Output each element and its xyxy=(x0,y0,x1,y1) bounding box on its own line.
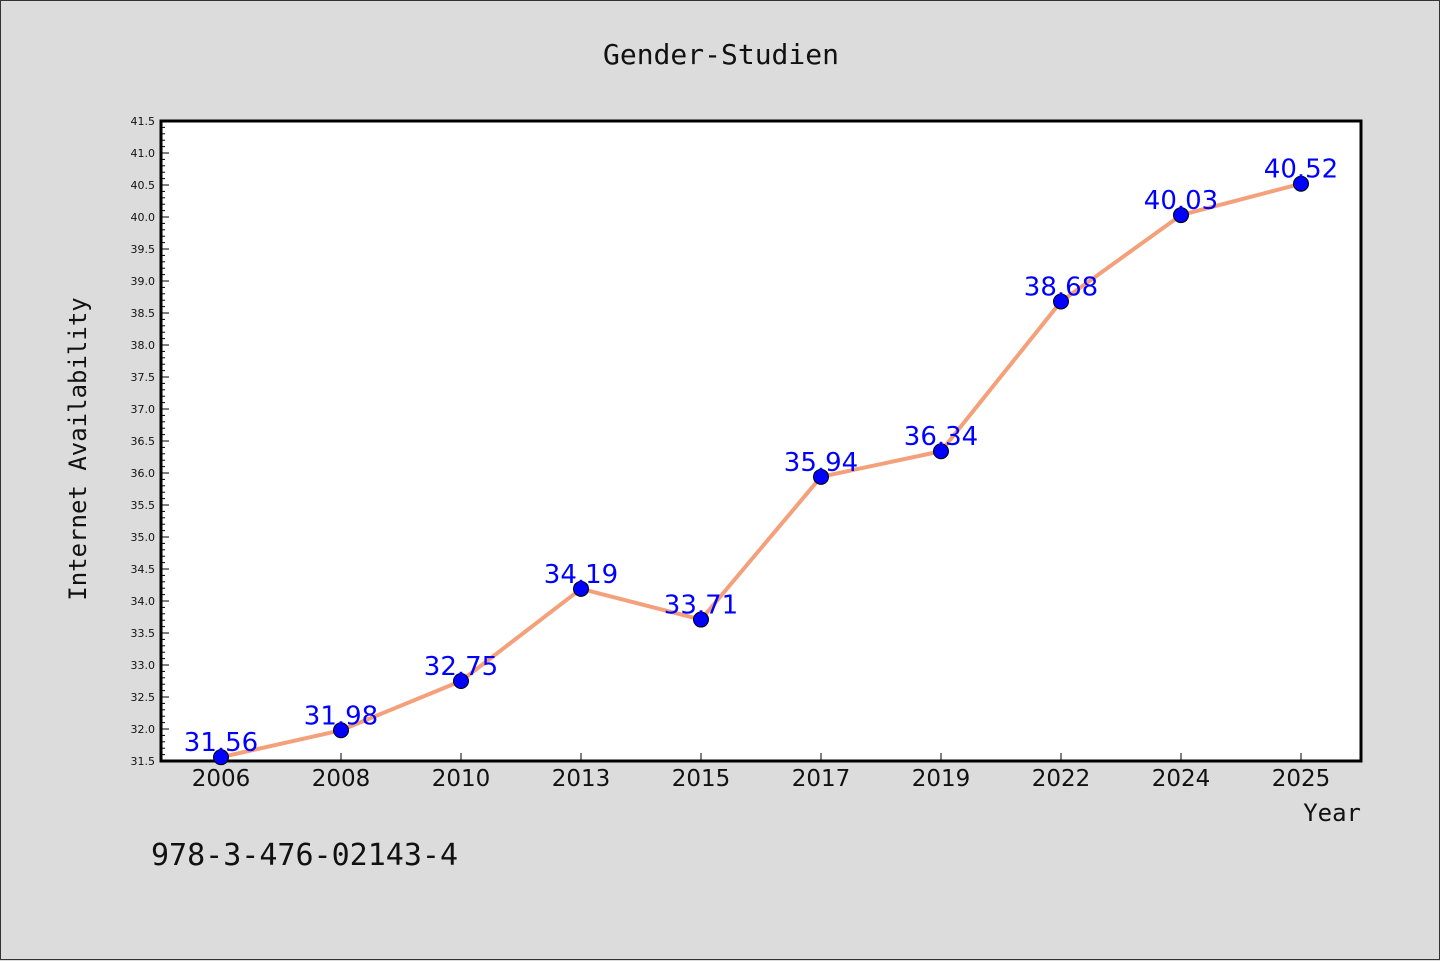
data-label: 38.68 xyxy=(1024,272,1098,302)
data-label: 35.94 xyxy=(784,448,858,478)
y-tick-label: 41.0 xyxy=(131,147,156,160)
y-tick-label: 38.5 xyxy=(131,307,156,320)
y-tick-label: 32.0 xyxy=(131,723,156,736)
x-axis-label: Year xyxy=(1303,799,1361,827)
x-tick-label: 2006 xyxy=(192,766,251,792)
data-point xyxy=(933,443,949,460)
data-point xyxy=(213,749,229,766)
y-tick-label: 40.0 xyxy=(131,211,156,224)
data-label: 40.03 xyxy=(1144,186,1218,216)
y-tick-label: 39.0 xyxy=(131,275,156,288)
data-label: 33.71 xyxy=(664,591,738,621)
x-tick-label: 2017 xyxy=(792,766,851,792)
x-tick-label: 2025 xyxy=(1272,766,1331,792)
y-tick-label: 39.5 xyxy=(131,243,156,256)
chart-title: Gender-Studien xyxy=(603,38,839,71)
data-label: 40.52 xyxy=(1264,155,1338,185)
data-label: 36.34 xyxy=(904,422,978,452)
isbn-annotation: 978-3-476-02143-4 xyxy=(151,838,458,873)
data-point xyxy=(1293,175,1309,192)
data-label: 32.75 xyxy=(424,652,498,682)
data-point xyxy=(1053,293,1069,310)
y-axis-label: Internet Availability xyxy=(64,297,92,600)
y-tick-label: 33.0 xyxy=(131,659,156,672)
y-tick-label: 36.5 xyxy=(131,435,156,448)
series-polyline xyxy=(220,181,1302,760)
y-axis: 31.5 32.0 32.5 33.0 33.5 34.0 34.5 35.0 35.5 36.0… xyxy=(131,115,169,768)
data-point xyxy=(333,722,349,739)
data-point xyxy=(573,580,589,597)
y-tick-label: 36.0 xyxy=(131,467,156,480)
data-point xyxy=(453,673,469,689)
y-tick-label: 33.5 xyxy=(131,627,156,640)
x-tick-label: 2022 xyxy=(1032,766,1091,792)
x-tick-label: 2024 xyxy=(1152,766,1211,792)
y-tick-label: 41.5 xyxy=(131,115,156,128)
y-tick-label: 38.0 xyxy=(131,339,156,352)
series-line xyxy=(213,175,1309,766)
y-tick-label: 35.5 xyxy=(131,499,156,512)
data-point xyxy=(1173,207,1189,224)
x-tick-label: 2015 xyxy=(672,766,731,792)
data-label: 31.56 xyxy=(184,728,258,758)
data-point xyxy=(813,468,829,485)
data-label: 31.98 xyxy=(304,701,378,731)
x-tick-label: 2013 xyxy=(552,766,611,792)
y-tick-label: 34.0 xyxy=(131,595,156,608)
data-label: 34.19 xyxy=(544,560,618,590)
y-tick-label: 40.5 xyxy=(131,179,156,192)
x-tick-label: 2019 xyxy=(912,766,971,792)
y-tick-label: 31.5 xyxy=(131,755,156,768)
x-tick-label: 2010 xyxy=(432,766,491,792)
data-labels: 31.56 31.98 32.75 34.19 33.71 35.94 36.34 38.68… xyxy=(184,155,1338,758)
y-tick-label: 34.5 xyxy=(131,563,156,576)
x-axis: 2006 2008 2010 2013 2015 2017 2019 2022 2024 2025 xyxy=(192,753,1331,792)
y-tick-label: 37.5 xyxy=(131,371,156,384)
x-tick-label: 2008 xyxy=(312,766,371,792)
y-tick-label: 37.0 xyxy=(131,403,156,416)
y-tick-label: 32.5 xyxy=(131,691,156,704)
y-tick-label: 35.0 xyxy=(131,531,156,544)
data-point xyxy=(693,611,709,628)
